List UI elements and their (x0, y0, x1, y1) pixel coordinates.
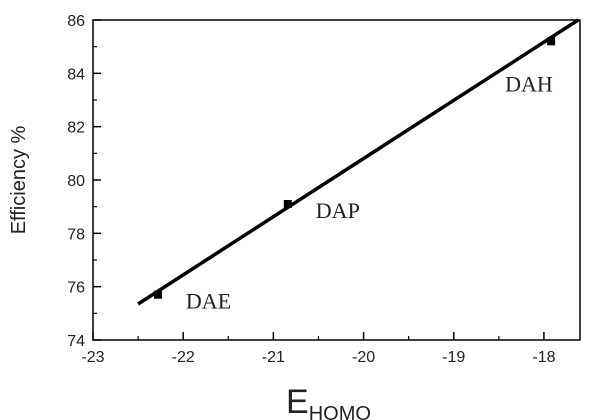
point-label-dah: DAH (505, 71, 553, 96)
x-tick-label: -23 (81, 349, 104, 366)
x-axis-label: EHOMO (286, 383, 371, 420)
x-axis-ticks: -23 -22 -21 -20 -19 -18 (81, 332, 556, 366)
x-tick-label: -21 (262, 349, 285, 366)
y-tick-label: 84 (67, 66, 85, 83)
y-tick-label: 76 (67, 280, 85, 297)
data-point-dap (283, 200, 292, 208)
y-axis-ticks: 74 76 78 80 82 84 86 (67, 13, 101, 350)
y-tick-label: 74 (67, 333, 85, 350)
x-tick-label: -18 (532, 349, 555, 366)
x-tick-label: -20 (352, 349, 375, 366)
x-tick-label: -22 (172, 349, 195, 366)
point-label-dap: DAP (316, 198, 360, 223)
data-point-dah (547, 37, 556, 46)
y-tick-label: 86 (67, 13, 85, 30)
y-tick-label: 78 (67, 226, 85, 243)
fit-line (137, 18, 580, 306)
x-axis-label-subscript: HOMO (309, 403, 371, 420)
point-label-dae: DAE (186, 289, 231, 314)
y-tick-label: 82 (67, 120, 85, 137)
y-axis-label: Efficiency % (8, 126, 30, 235)
data-points: DAE DAP DAH (153, 37, 556, 314)
y-tick-label: 80 (67, 173, 85, 190)
data-point-dae (153, 290, 162, 299)
x-tick-label: -19 (442, 349, 465, 366)
x-axis-label-main: E (286, 383, 309, 420)
